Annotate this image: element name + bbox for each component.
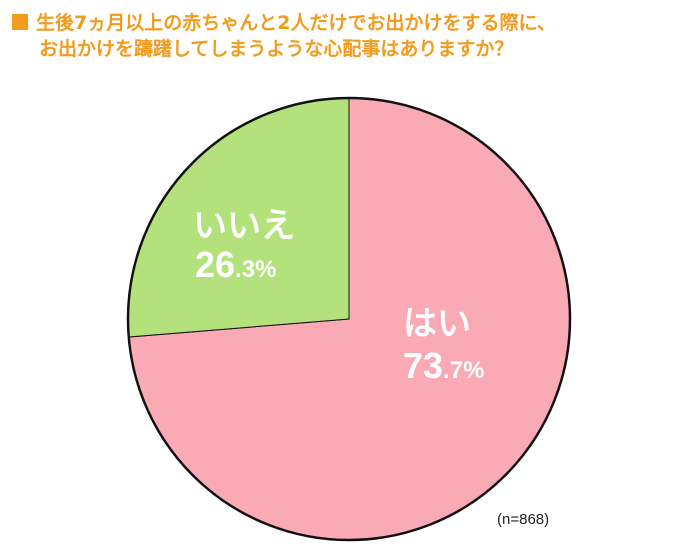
pie-outline — [126, 96, 572, 542]
pie-slices — [127, 97, 571, 541]
title-line-1: 生後7ヵ月以上の赤ちゃんと2人だけでお出かけをする際に、 — [12, 10, 682, 36]
slice-label-no: いいえ — [193, 206, 295, 246]
sample-size-note: (n=868) — [497, 511, 550, 528]
chart-title: 生後7ヵ月以上の赤ちゃんと2人だけでお出かけをする際に、 お出かけを躊躇してしま… — [12, 10, 682, 62]
title-line-2: お出かけを躊躇してしまうような心配事はありますか？ — [39, 38, 514, 60]
slice-value-no: 26.3% — [195, 244, 276, 285]
square-bullet-icon — [12, 14, 28, 30]
slice-label-yes: はい — [403, 304, 471, 344]
slice-value-yes: 73.7% — [403, 345, 484, 386]
title-line-1-text: 生後7ヵ月以上の赤ちゃんと2人だけでお出かけをする際に、 — [36, 12, 556, 34]
